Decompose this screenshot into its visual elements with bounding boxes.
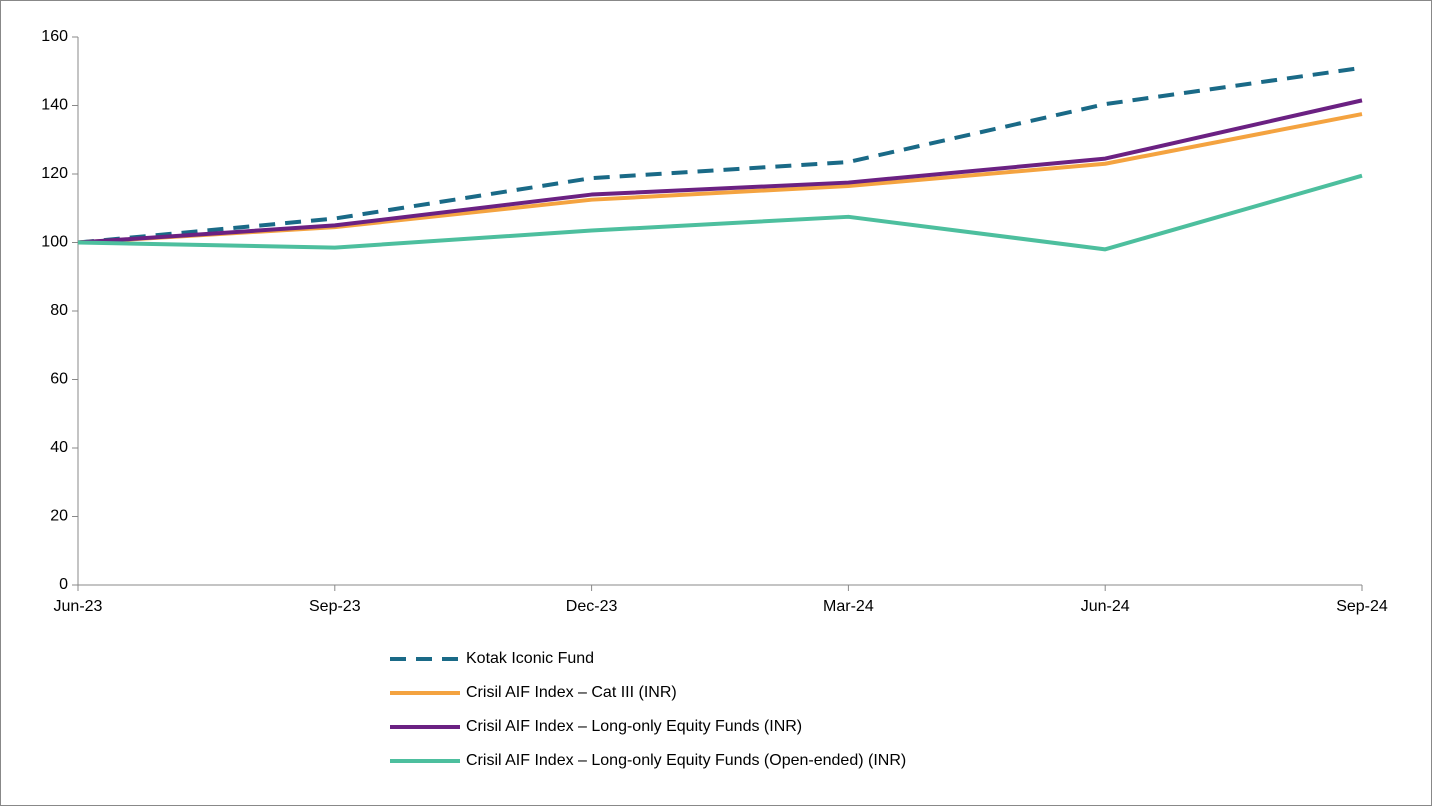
y-tick-label: 60 <box>50 371 68 388</box>
legend-label: Kotak Iconic Fund <box>466 650 594 667</box>
y-tick-label: 0 <box>59 576 68 593</box>
x-tick-label: Dec-23 <box>566 598 618 615</box>
y-tick-label: 80 <box>50 302 68 319</box>
y-tick-label: 140 <box>41 97 68 114</box>
series-line <box>77 173 1363 252</box>
series-line <box>77 65 1363 245</box>
legend-label: Crisil AIF Index – Long-only Equity Fund… <box>466 718 802 735</box>
y-tick-label: 40 <box>50 439 68 456</box>
series-line <box>77 98 1363 245</box>
x-tick-label: Sep-23 <box>309 598 361 615</box>
y-tick-label: 120 <box>41 165 68 182</box>
x-tick-label: Jun-24 <box>1081 598 1130 615</box>
y-tick-label: 100 <box>41 234 68 251</box>
y-tick-label: 20 <box>50 508 68 525</box>
y-tick-label: 160 <box>41 28 68 45</box>
x-tick-label: Jun-23 <box>54 598 103 615</box>
legend-label: Crisil AIF Index – Long-only Equity Fund… <box>466 752 906 769</box>
x-tick-label: Sep-24 <box>1336 598 1388 615</box>
x-tick-label: Mar-24 <box>823 598 874 615</box>
legend-label: Crisil AIF Index – Cat III (INR) <box>466 684 677 701</box>
